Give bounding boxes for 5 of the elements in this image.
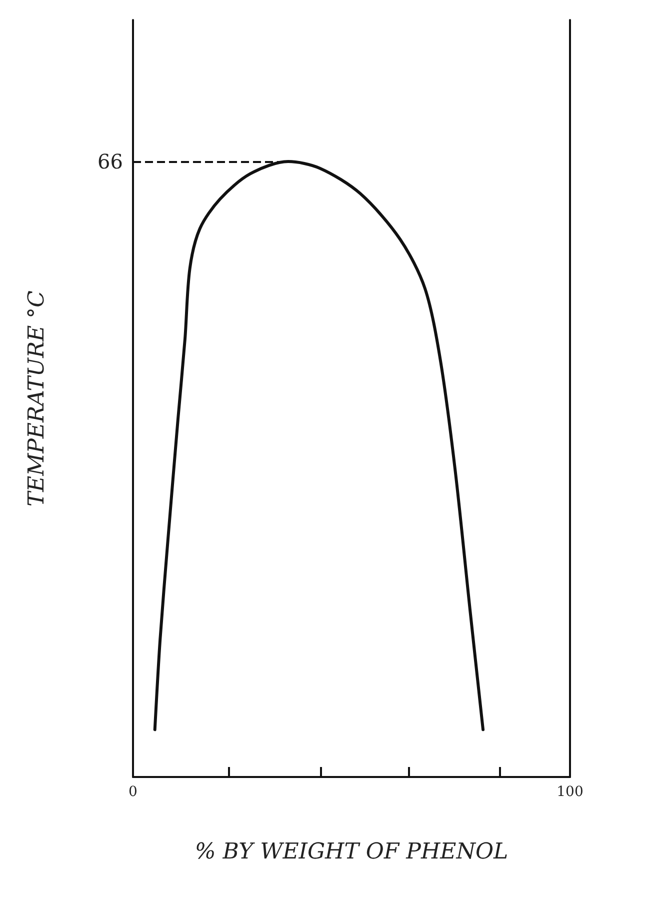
y-axis-title: TEMPERATURE °C — [24, 290, 50, 507]
x-tick-label: 0 — [128, 784, 138, 800]
x-axis-title: % BY WEIGHT OF PHENOL — [194, 840, 508, 864]
x-tick-label: 100 — [556, 784, 584, 800]
text: 66 — [98, 150, 123, 174]
